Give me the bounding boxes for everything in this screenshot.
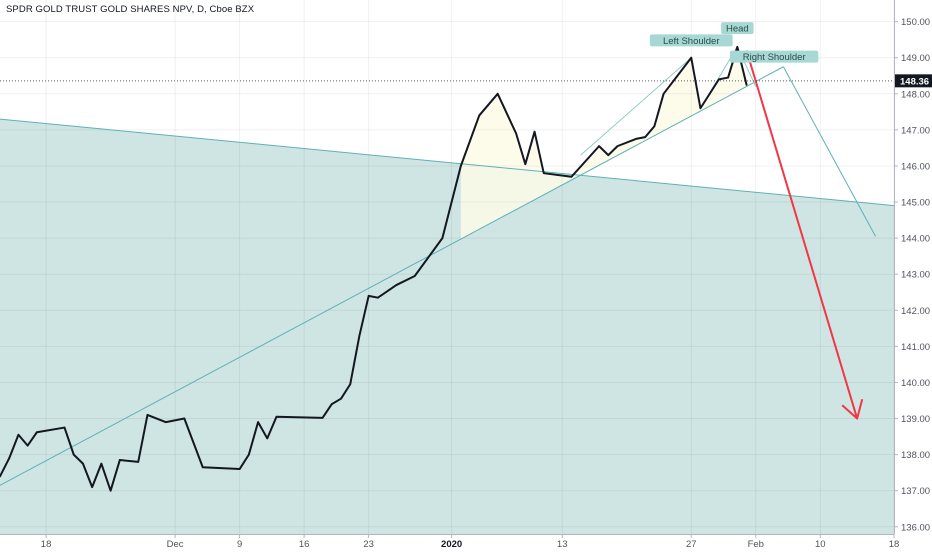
forecast-arrow-head (841, 398, 864, 420)
pattern-labels: Left Shoulder Head Right Shoulder (649, 22, 819, 63)
grid (0, 0, 895, 534)
x-tick-label: Dec (167, 539, 184, 550)
y-tick-label: 137.00 (901, 486, 930, 497)
x-tick-label: 18 (41, 539, 52, 550)
x-tick-label: 27 (686, 539, 697, 550)
y-tick-label: 138.00 (901, 450, 930, 461)
projection-line (782, 66, 877, 237)
channel-upper-line (0, 118, 895, 207)
y-tick-label: 150.00 (901, 17, 930, 28)
y-tick-label: 148.00 (901, 89, 930, 100)
neckline (0, 66, 784, 486)
forecast-arrow-shaft (745, 50, 859, 419)
pattern-label: Head (726, 24, 749, 35)
channel-fill (0, 46, 894, 534)
y-tick-label: 149.00 (901, 53, 930, 64)
x-axis-background (0, 534, 932, 550)
y-tick-label: 145.00 (901, 198, 930, 209)
price-line (0, 45, 748, 492)
pattern-label-box (729, 50, 819, 63)
pattern-fill-area (460, 46, 784, 240)
last-price-label: 148.36 (900, 76, 929, 87)
pattern-label: Right Shoulder (743, 52, 806, 63)
y-axis-background (894, 0, 932, 550)
pattern-label: Left Shoulder (663, 36, 720, 47)
x-tick-label: Feb (748, 539, 764, 550)
y-tick-label: 136.00 (901, 522, 930, 533)
y-tick-label: 141.00 (901, 342, 930, 353)
y-tick-label: 146.00 (901, 161, 930, 172)
x-tick-label: 10 (815, 539, 826, 550)
y-tick-label: 144.00 (901, 234, 930, 245)
last-price-badge (895, 74, 932, 88)
channel-fill-area (0, 119, 894, 534)
y-tick-label: 147.00 (901, 125, 930, 136)
y-tick-label: 139.00 (901, 414, 930, 425)
pattern-label-box (721, 22, 754, 35)
series (0, 45, 748, 492)
x-tick-label: 23 (363, 539, 374, 550)
x-tick-label: 13 (557, 539, 568, 550)
y-tick-label: 143.00 (901, 270, 930, 281)
y-tick-label: 140.00 (901, 378, 930, 389)
x-tick-label: 16 (299, 539, 310, 550)
chart-title: SPDR GOLD TRUST GOLD SHARES NPV, D, Cboe… (6, 4, 255, 15)
y-tick-label: 142.00 (901, 306, 930, 317)
pattern-label-box (649, 34, 733, 47)
pattern-outline-line (580, 57, 692, 156)
x-tick-label: 9 (237, 539, 242, 550)
x-tick-label: 2020 (441, 539, 462, 550)
x-tick-label: 18 (889, 539, 900, 550)
